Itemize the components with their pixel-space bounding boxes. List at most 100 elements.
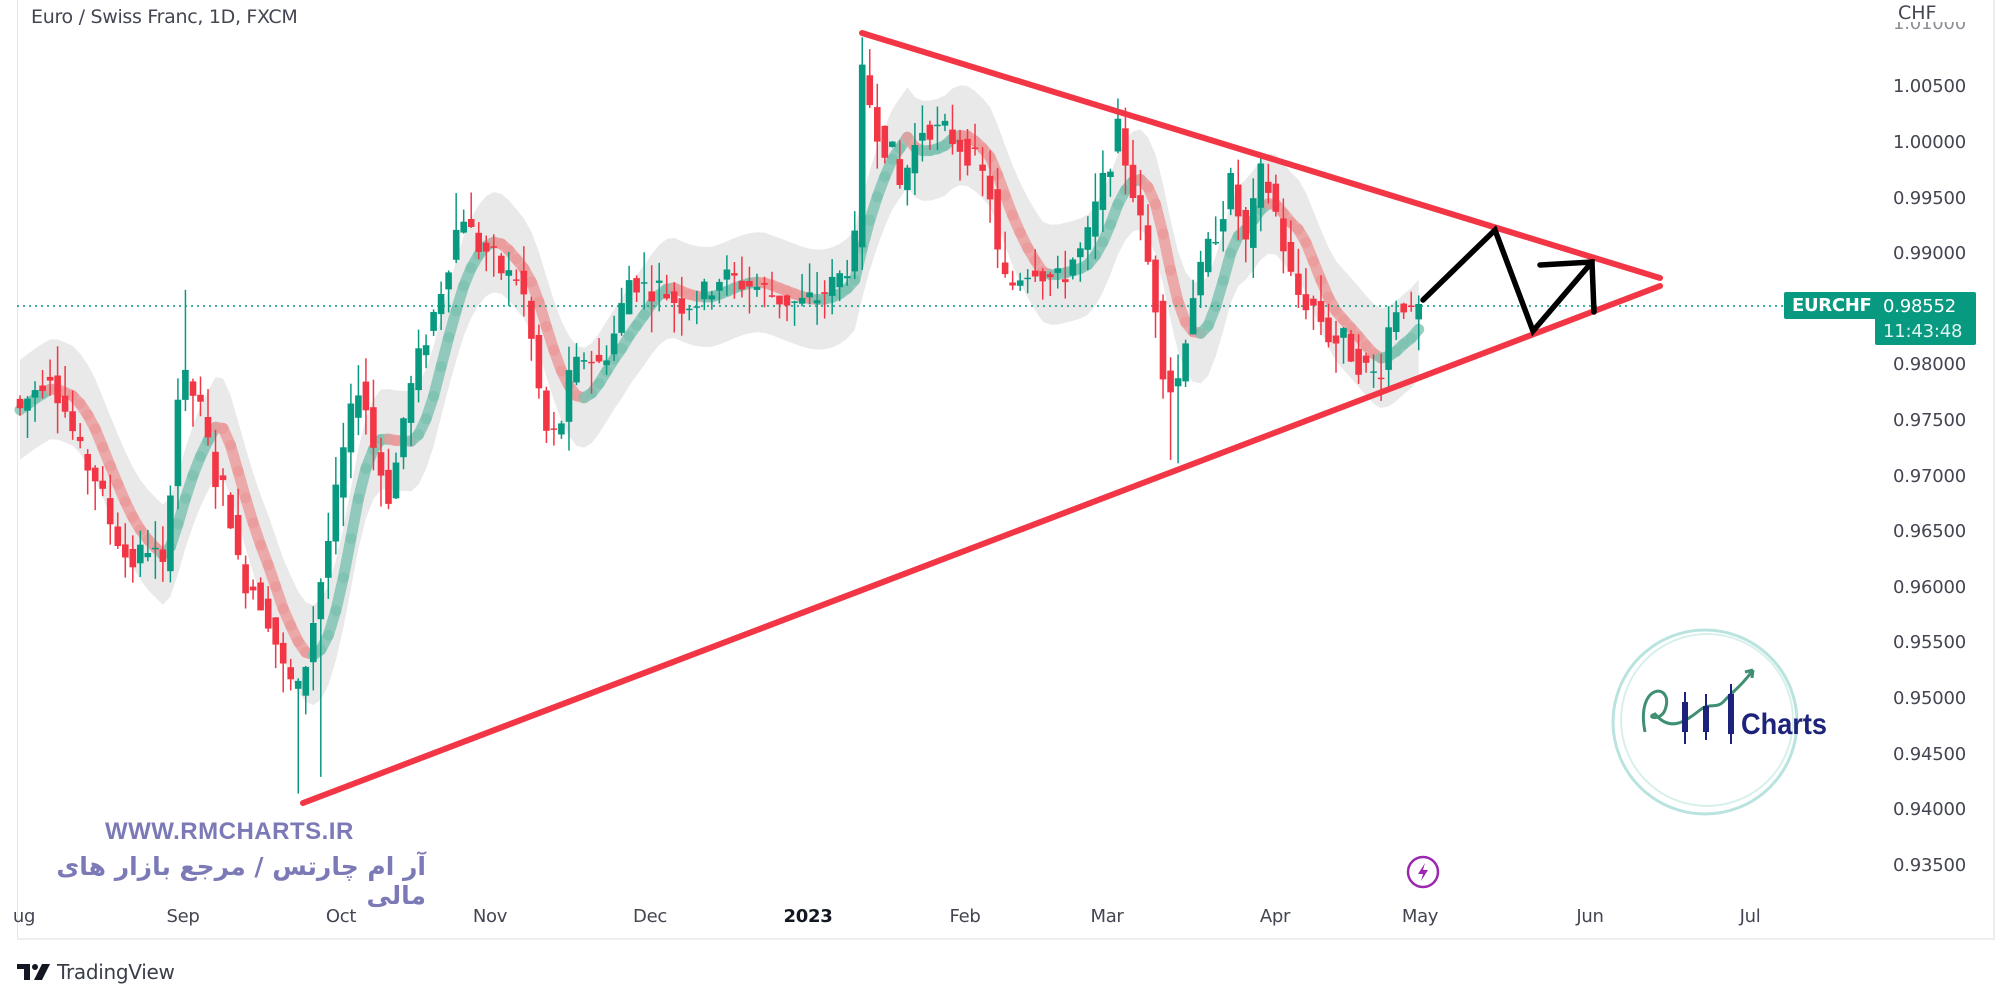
candle [926,120,934,150]
candle [490,234,498,277]
time-tick: Mar [1090,906,1124,927]
drawings[interactable] [300,30,1663,806]
candle [580,352,588,370]
candle [1362,352,1370,373]
candle [1092,173,1099,260]
candle [39,369,46,399]
candle [54,346,61,434]
candle [550,411,558,446]
candle [204,389,212,446]
candle [1084,216,1092,271]
price-tick: 0.97000 [1893,465,1967,487]
candle [249,579,257,600]
chart-pane[interactable] [17,0,1995,940]
candle [791,300,798,326]
candle [1370,354,1377,388]
candle [1347,329,1355,363]
candle [1024,269,1031,294]
candle [1174,354,1182,464]
candle [189,378,197,427]
tradingview-logo[interactable]: TradingView [17,960,175,984]
candle [1280,198,1287,274]
candle [528,296,535,361]
candle [603,345,610,375]
candle [46,359,54,396]
candle [167,485,174,583]
candle [1257,157,1265,232]
price-tick: 1.01000 [1893,22,1967,34]
candle [761,276,768,308]
candle [325,512,332,599]
candle [467,192,475,228]
candle [294,678,302,794]
candle [1129,139,1137,203]
time-tick: Dec [633,906,667,927]
candle [535,324,543,399]
candle [1272,174,1280,217]
price-tick: 1.00000 [1893,132,1967,153]
candle [1039,268,1046,300]
candle [1167,357,1174,460]
candle [806,263,813,305]
lightning-event-icon[interactable] [1404,853,1442,891]
candle [1250,178,1257,278]
price-tick: 0.98000 [1893,354,1967,376]
candle [881,125,889,164]
candle [904,164,911,206]
moving-average-ribbon [14,129,1425,661]
candle [422,334,430,369]
time-tick: Oct [325,906,357,927]
candle [543,386,550,444]
candle [347,383,355,479]
candle [1212,216,1219,246]
candle [332,456,340,555]
candle [505,251,513,306]
price-tick: 1.00500 [1893,76,1967,98]
candle [1310,295,1317,330]
candle [956,130,964,181]
time-tick: Jun [1576,906,1604,927]
candle [655,262,663,312]
candle [392,452,400,500]
bar-countdown: 11:43:48 [1883,321,1963,342]
candle [986,150,994,223]
symbol-tag: EURCHF [1784,292,1880,319]
candle [1400,302,1407,319]
candle [31,381,39,422]
candle [91,465,99,511]
candle [407,375,415,446]
candle [573,343,580,386]
candle [1407,291,1415,312]
candle [851,211,858,280]
candle [1355,334,1362,384]
projection-path[interactable] [1420,225,1595,337]
candle [843,259,851,286]
candle [1415,295,1422,351]
last-price-tag: 0.98552 11:43:48 [1875,292,1976,345]
candle [1317,275,1325,336]
candle [498,253,505,280]
candle [964,129,971,176]
candle [182,289,189,412]
candle [858,37,866,270]
rmcharts-logo-text: Charts [1741,708,1827,741]
candle [302,665,310,715]
candle [279,632,287,693]
price-tick: 0.95000 [1893,688,1967,709]
candle [1287,220,1295,276]
candle [460,209,467,234]
candle [723,255,731,296]
candle [445,270,452,313]
watermark-persian-tagline: آر ام چارتس / مرجع بازار های مالی [56,852,426,910]
candle [994,167,1001,269]
time-tick: ug [12,906,36,927]
candle [911,122,919,195]
candle [941,113,949,132]
time-tick: Jul [1739,906,1761,927]
lower-trendline[interactable] [300,283,1663,806]
candle [61,365,69,418]
candle [1234,159,1242,241]
upper-trendline[interactable] [859,30,1663,281]
candle [1001,231,1009,278]
